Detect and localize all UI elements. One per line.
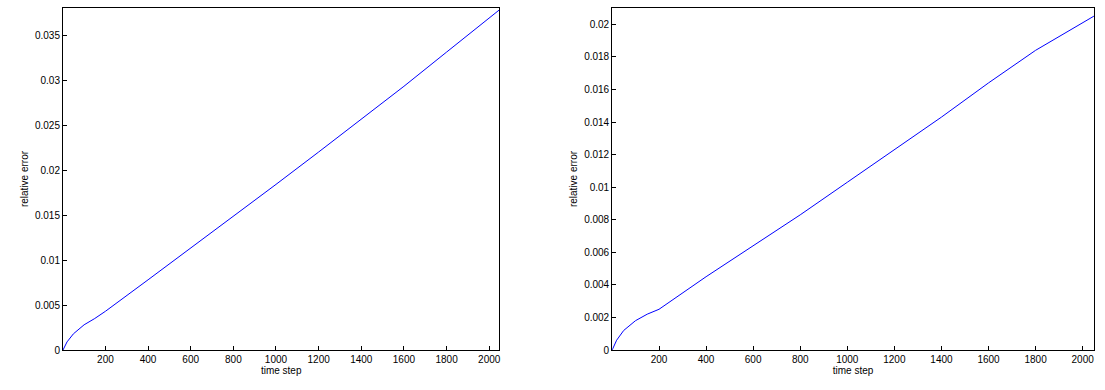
- svg-text:0.02: 0.02: [41, 165, 61, 176]
- svg-text:800: 800: [225, 354, 242, 365]
- svg-text:relative error: relative error: [19, 150, 30, 207]
- svg-text:time step: time step: [833, 365, 874, 376]
- svg-text:0.016: 0.016: [584, 84, 609, 95]
- svg-text:0.014: 0.014: [584, 117, 609, 128]
- svg-text:1600: 1600: [393, 354, 416, 365]
- svg-text:0.01: 0.01: [41, 255, 61, 266]
- svg-text:1600: 1600: [977, 354, 1000, 365]
- svg-text:1000: 1000: [836, 354, 859, 365]
- svg-text:0.005: 0.005: [35, 300, 60, 311]
- svg-text:0.004: 0.004: [584, 279, 609, 290]
- svg-text:0.012: 0.012: [584, 149, 609, 160]
- svg-text:time step: time step: [261, 365, 302, 376]
- svg-text:2000: 2000: [478, 354, 501, 365]
- svg-text:0.006: 0.006: [584, 247, 609, 258]
- svg-text:400: 400: [140, 354, 157, 365]
- svg-text:1200: 1200: [308, 354, 331, 365]
- svg-text:0.002: 0.002: [584, 312, 609, 323]
- svg-text:relative error: relative error: [568, 150, 579, 207]
- svg-text:800: 800: [792, 354, 809, 365]
- svg-text:200: 200: [97, 354, 114, 365]
- svg-text:0.008: 0.008: [584, 214, 609, 225]
- svg-text:1400: 1400: [930, 354, 953, 365]
- svg-text:0.01: 0.01: [590, 182, 610, 193]
- svg-text:600: 600: [182, 354, 199, 365]
- svg-text:0.018: 0.018: [584, 51, 609, 62]
- svg-text:1800: 1800: [435, 354, 458, 365]
- svg-text:0.015: 0.015: [35, 210, 60, 221]
- svg-text:1800: 1800: [1024, 354, 1047, 365]
- svg-text:0.035: 0.035: [35, 30, 60, 41]
- svg-text:0.03: 0.03: [41, 75, 61, 86]
- svg-text:400: 400: [698, 354, 715, 365]
- svg-text:0.02: 0.02: [590, 19, 610, 30]
- svg-text:1000: 1000: [265, 354, 288, 365]
- svg-text:0: 0: [604, 345, 610, 356]
- svg-text:600: 600: [745, 354, 762, 365]
- svg-text:200: 200: [651, 354, 668, 365]
- svg-text:2000: 2000: [1072, 354, 1095, 365]
- svg-text:1400: 1400: [350, 354, 373, 365]
- svg-text:1200: 1200: [883, 354, 906, 365]
- svg-text:0.025: 0.025: [35, 120, 60, 131]
- svg-text:0: 0: [54, 345, 60, 356]
